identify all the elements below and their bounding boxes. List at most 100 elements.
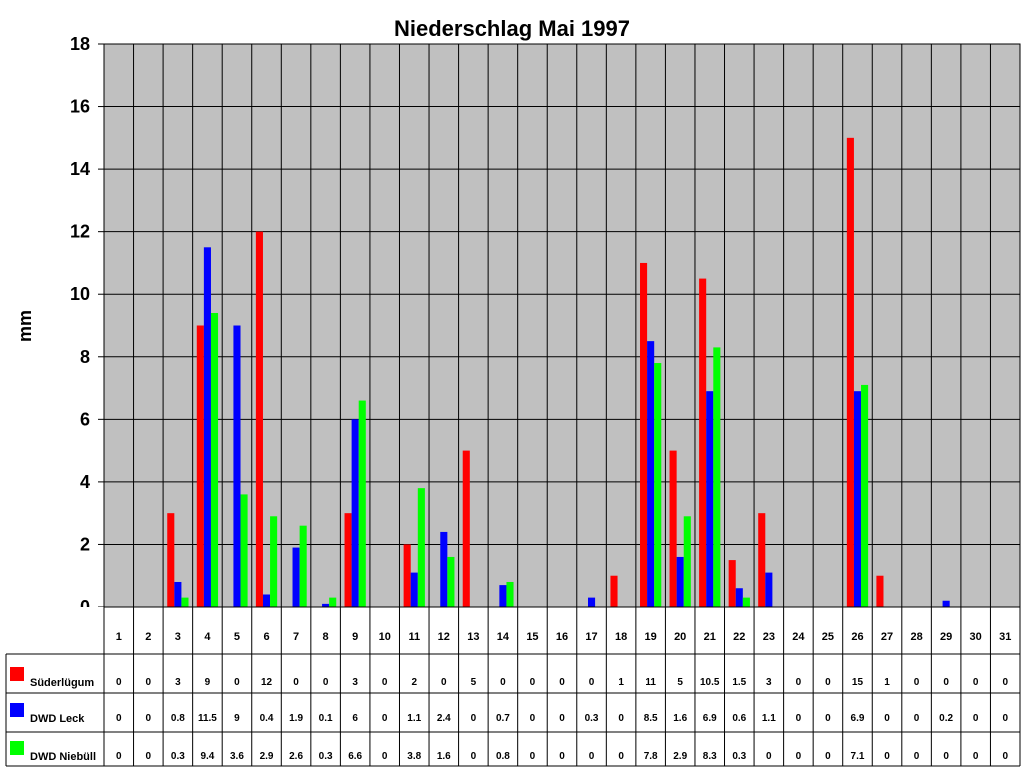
table-value: 0 [323,677,329,688]
table-value: 0 [914,713,920,724]
bar [322,603,330,607]
table-value: 0 [559,713,565,724]
category-label: 6 [263,631,269,643]
bar [876,575,884,607]
category-label: 11 [408,631,420,643]
bar [683,516,691,607]
table-value: 10.5 [700,677,720,688]
table-value: 6.9 [703,713,717,724]
legend-label: DWD Niebüll [30,751,96,763]
table-value: 0 [116,677,122,688]
table-value: 2.6 [289,751,303,762]
legend-swatch [10,667,24,681]
table-value: 0 [530,751,536,762]
category-label: 2 [145,631,151,643]
table-background [0,607,1020,766]
table-value: 0 [796,677,802,688]
bar [853,391,862,607]
table-value: 0 [116,751,122,762]
table-value: 0 [530,713,536,724]
y-tick-label: 16 [70,97,90,117]
table-value: 0 [589,751,595,762]
bar [403,544,411,607]
table-value: 0 [559,677,565,688]
category-label: 18 [615,631,627,643]
category-label: 19 [645,631,657,643]
table-value: 0 [618,751,624,762]
table-value: 0 [973,677,979,688]
bar [610,575,618,607]
bar [299,525,307,607]
y-tick-label: 10 [70,284,90,304]
bar [240,494,248,607]
category-label: 20 [674,631,686,643]
table-value: 8.3 [703,751,717,762]
bar [351,419,359,607]
table-value: 0.3 [585,713,599,724]
table-value: 0 [796,751,802,762]
bar [640,262,648,607]
bar [167,513,175,607]
y-axis-label: mm [15,310,35,342]
table-value: 0 [146,713,152,724]
table-value: 0 [382,751,388,762]
table-value: 2.4 [437,713,451,724]
y-tick-label: 8 [80,347,90,367]
table-value: 2.9 [260,751,274,762]
table-value: 9 [234,713,240,724]
category-label: 24 [792,631,805,643]
bar [676,556,684,607]
y-tick-label: 14 [70,159,90,179]
category-label: 29 [940,631,952,643]
bar [270,516,278,607]
table-value: 5 [471,677,477,688]
plot-area: 024681012141618 [70,34,1021,617]
category-label: 21 [704,631,716,643]
category-label: 13 [467,631,479,643]
category-label: 31 [999,631,1011,643]
bar [846,137,854,608]
bar [262,594,271,607]
table-value: 1.6 [673,713,687,724]
table-value: 2.9 [673,751,687,762]
table-value: 0 [382,677,388,688]
bar [942,600,950,607]
table-value: 0 [973,751,979,762]
category-label: 8 [323,631,329,643]
table-value: 0 [943,677,949,688]
y-tick-label: 12 [70,222,90,242]
table-value: 0.3 [732,751,746,762]
bar [233,325,241,607]
table-value: 11.5 [198,713,217,724]
table-value: 7.8 [644,751,658,762]
category-label: 3 [175,631,181,643]
table-value: 0 [530,677,536,688]
category-label: 12 [438,631,450,643]
table-value: 0 [382,713,388,724]
table-value: 3 [352,677,358,688]
category-label: 27 [881,631,893,643]
table-value: 0 [884,751,890,762]
category-label: 26 [851,631,863,643]
table-value: 0.3 [171,751,185,762]
table-value: 5 [677,677,683,688]
table-value: 6.6 [348,751,362,762]
table-value: 0.2 [939,713,953,724]
y-tick-label: 6 [80,409,90,429]
table-value: 3 [766,677,772,688]
bar [735,588,743,607]
category-label: 28 [910,631,922,643]
table-value: 3 [175,677,181,688]
bar [706,391,714,607]
table-value: 0.4 [260,713,274,724]
category-label: 25 [822,631,834,643]
table-value: 0 [146,751,152,762]
table-value: 6 [352,713,358,724]
legend-swatch [10,703,24,717]
table-value: 0.3 [319,751,333,762]
table-value: 0 [1002,751,1008,762]
table-value: 11 [645,677,656,688]
bar [203,247,211,608]
bar [410,572,418,607]
table-value: 0 [766,751,772,762]
